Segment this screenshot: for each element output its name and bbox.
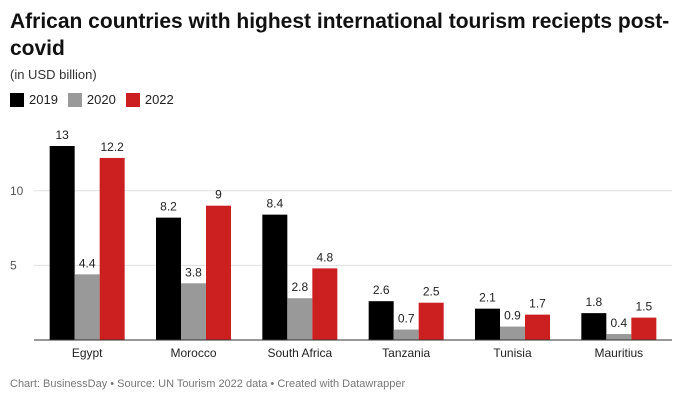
- x-tick-label-mauritius: Mauritius: [594, 346, 643, 360]
- legend-swatch-2022: [125, 92, 140, 107]
- bar-egypt-2020: [74, 274, 100, 340]
- value-label-egypt-2020: 4.4: [79, 256, 96, 270]
- legend: 2019 2020 2022: [10, 92, 184, 107]
- value-label-morocco-2022: 9: [215, 188, 222, 202]
- value-label-south-africa-2019: 8.4: [266, 197, 283, 211]
- value-label-tanzania-2020: 0.7: [398, 312, 415, 326]
- value-label-mauritius-2022: 1.5: [635, 300, 652, 314]
- chart-subtitle: (in USD billion): [10, 67, 97, 82]
- bar-morocco-2019: [156, 217, 181, 340]
- value-label-tanzania-2022: 2.5: [423, 285, 440, 299]
- bar-morocco-2020: [181, 283, 206, 340]
- bar-tanzania-2020: [393, 329, 419, 340]
- value-label-tunisia-2022: 1.7: [529, 297, 546, 311]
- legend-item-2019: 2019: [10, 92, 58, 107]
- value-label-tunisia-2020: 0.9: [504, 309, 521, 323]
- value-label-mauritius-2020: 0.4: [610, 316, 627, 330]
- bar-tanzania-2022: [418, 302, 444, 340]
- value-label-south-africa-2022: 4.8: [316, 250, 333, 264]
- bar-egypt-2022: [99, 157, 125, 340]
- legend-item-2022: 2022: [125, 92, 174, 107]
- legend-label-2020: 2020: [86, 92, 116, 107]
- bar-south-africa-2022: [312, 268, 338, 340]
- bar-mauritius-2022: [631, 317, 657, 340]
- y-tick-label-5: 5: [10, 258, 17, 272]
- x-tick-label-tunisia: Tunisia: [493, 346, 532, 360]
- legend-item-2020: 2020: [67, 92, 116, 107]
- x-tick-label-egypt: Egypt: [72, 346, 103, 360]
- bar-tunisia-2020: [500, 326, 525, 340]
- value-label-tunisia-2019: 2.1: [479, 291, 496, 305]
- value-label-morocco-2019: 8.2: [160, 200, 177, 214]
- bar-egypt-2019: [49, 146, 75, 340]
- value-label-morocco-2020: 3.8: [185, 265, 202, 279]
- bar-mauritius-2019: [581, 313, 607, 340]
- value-label-mauritius-2019: 1.8: [585, 295, 602, 309]
- x-tick-label-tanzania: Tanzania: [382, 346, 430, 360]
- bar-mauritius-2020: [606, 334, 632, 340]
- bar-tunisia-2022: [525, 314, 550, 340]
- value-label-tanzania-2019: 2.6: [373, 283, 390, 297]
- bar-morocco-2022: [206, 205, 231, 340]
- value-label-egypt-2022: 12.2: [100, 140, 124, 154]
- x-tick-label-morocco: Morocco: [170, 346, 216, 360]
- value-label-south-africa-2020: 2.8: [291, 280, 308, 294]
- chart-footer: Chart: BusinessDay • Source: UN Tourism …: [10, 378, 406, 390]
- chart-title: African countries with highest internati…: [10, 10, 670, 60]
- x-tick-label-south-africa: South Africa: [267, 346, 332, 360]
- legend-label-2019: 2019: [29, 92, 58, 107]
- bar-south-africa-2019: [262, 214, 288, 340]
- bar-tunisia-2019: [475, 308, 500, 340]
- bar-south-africa-2020: [287, 298, 313, 340]
- value-label-egypt-2019: 13: [55, 128, 69, 142]
- y-tick-label-10: 10: [10, 184, 24, 198]
- legend-swatch-2020: [67, 92, 82, 107]
- legend-label-2022: 2022: [144, 92, 174, 107]
- bar-tanzania-2019: [368, 301, 394, 340]
- legend-swatch-2019: [10, 92, 24, 107]
